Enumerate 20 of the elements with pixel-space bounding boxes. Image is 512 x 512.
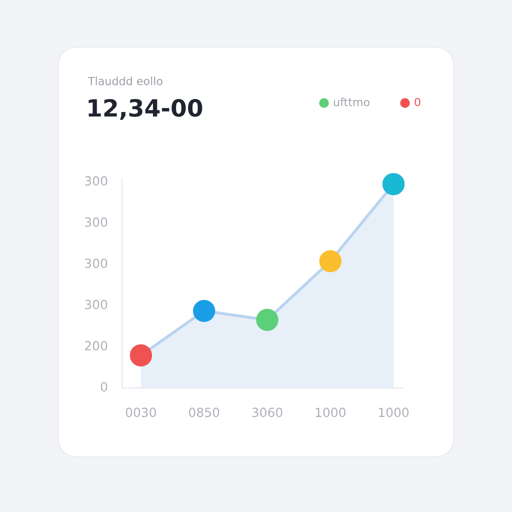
- text: 0: [100, 382, 108, 392]
- x-tick-label: 1000: [316, 408, 346, 418]
- text: 0: [414, 98, 420, 106]
- text: 300: [85, 176, 108, 186]
- point: [319, 250, 342, 272]
- text: 200: [85, 340, 108, 350]
- x-tick-label: 0030: [126, 408, 156, 418]
- text: 300: [85, 217, 108, 227]
- x-tick-label: 0850: [189, 408, 220, 418]
- point: [130, 344, 152, 366]
- text: ufttmo: [334, 98, 370, 106]
- chart-subtitle: Tlauddd eollo: [88, 76, 162, 86]
- point: [192, 300, 216, 322]
- point: [256, 308, 278, 332]
- x-tick-label: 1000: [378, 408, 409, 418]
- x-tick-label: 3060: [252, 408, 282, 418]
- point: [382, 173, 405, 196]
- text: 300: [85, 300, 108, 310]
- text: 300: [85, 258, 108, 268]
- chart-title: 12,34-00: [88, 98, 202, 120]
